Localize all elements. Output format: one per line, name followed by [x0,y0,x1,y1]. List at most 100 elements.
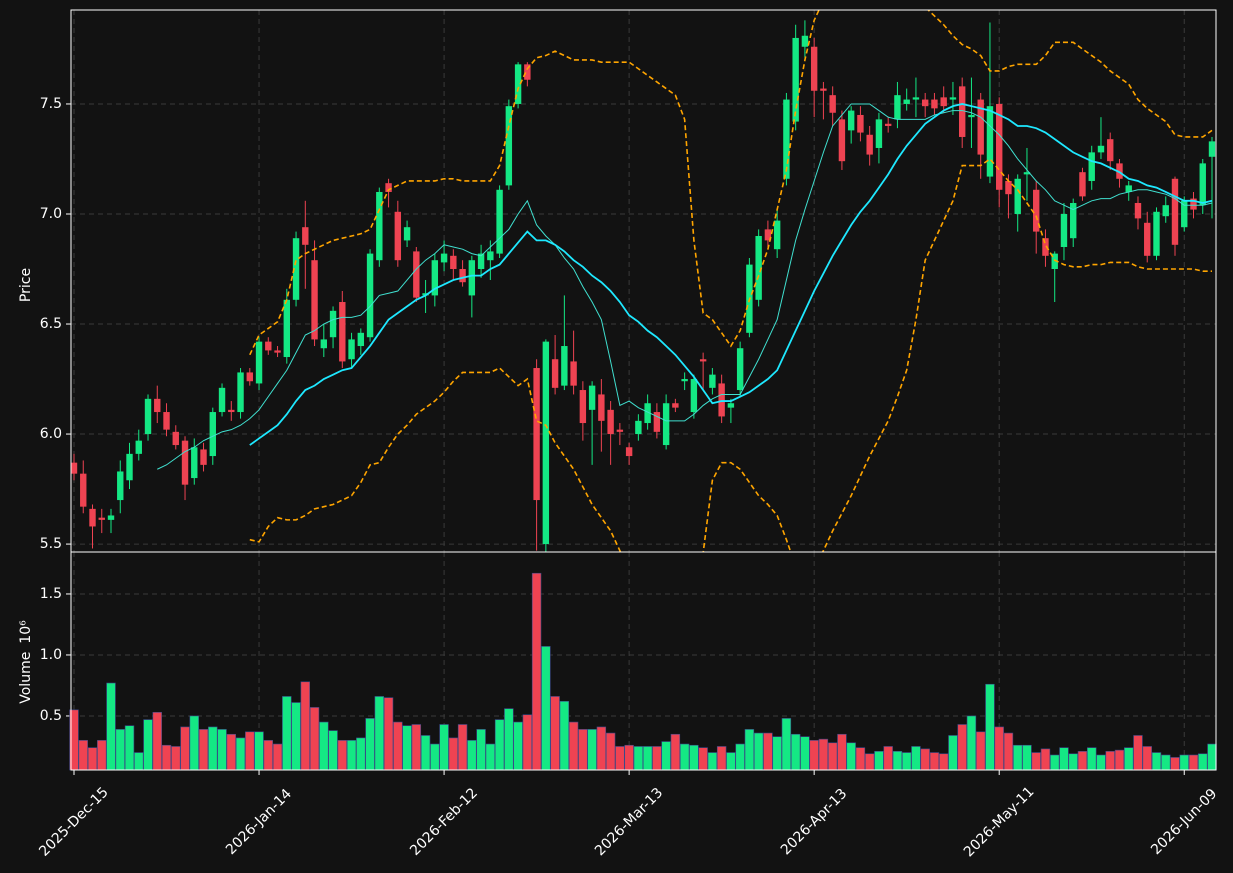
candle-body [986,106,994,177]
volume-bar [1022,744,1032,771]
volume-bar [689,744,699,771]
candle-body [237,372,244,413]
candle-body [755,235,762,300]
candle-body [783,99,790,179]
candle-body [514,64,522,104]
candle-body [866,134,873,155]
candle-body [1134,202,1142,219]
volume-bar [772,736,782,771]
volume-bar [217,729,227,771]
volume-bar [282,696,292,771]
volume-bar [494,719,505,771]
volume-bar [596,726,607,771]
candle-body [496,189,503,254]
volume-bar [948,735,958,771]
candle-body [1171,178,1179,245]
candle-body [625,447,633,457]
volume-bar [938,753,949,771]
volume-bar [1105,751,1115,771]
candle-body [1088,152,1095,181]
candle-body [884,123,892,126]
candle-body [440,253,448,263]
volume-bar [365,718,375,771]
volume-bar [346,740,357,771]
y-tick-label: 1.0 [40,647,62,663]
volume-bar [383,697,394,771]
candle-body [265,341,272,351]
volume-bar [790,733,801,771]
candle-body [98,517,105,520]
candle-body [996,103,1003,190]
candle-body [616,429,624,432]
overlay-line [249,157,1212,552]
volume-bar [531,572,542,771]
candle-body [163,412,170,430]
volume-bar [78,740,88,771]
candle-body [505,106,513,186]
volume-bar [245,731,255,771]
candle-body [570,361,577,386]
volume-bar [901,752,912,771]
volume-bar [1040,748,1051,771]
candle-body [912,97,920,100]
volume-bar [115,729,125,771]
candle-body [773,220,781,250]
volume-bar [1013,744,1023,771]
candle-body [1162,205,1169,217]
volume-bar [874,751,884,771]
volume-bar [846,742,856,771]
volume-bar [504,708,514,771]
volume-bar [587,729,597,771]
volume-bar [624,744,634,771]
volume-bar [541,646,551,771]
candle-body [468,260,476,296]
volume-bar [208,726,218,771]
candle-body [339,302,346,362]
y-tick-label: 1.5 [40,586,62,602]
candle-body [191,447,198,479]
candle-body [218,387,226,413]
overlays [157,10,1213,552]
volume-bar [605,732,616,771]
candle-body [487,251,494,261]
candle-body [1208,141,1216,157]
volume-bar [161,744,172,771]
candle-body [524,64,531,80]
volume-bar [1124,747,1134,771]
volume-bar [300,681,311,771]
volume-bar [920,748,930,771]
volume-bar [985,683,995,771]
volume-bar [87,747,98,771]
volume-bar [402,725,412,771]
candle-body [598,394,605,421]
volume-bar [864,753,875,771]
candle-body [968,114,975,118]
volume-bar [818,738,829,771]
volume-bar [744,729,755,771]
volume-frame [70,551,1217,771]
marks [69,20,1217,771]
y-tick-label: 7.5 [40,96,62,112]
volume-bar [1059,747,1069,771]
candle-body [403,227,411,241]
candle-body [829,95,836,113]
candle-body [681,379,688,382]
candle-body [810,46,818,91]
overlay-line [249,10,1213,356]
candle-body [875,119,883,148]
candle-body [1042,238,1049,256]
volume-bar [272,743,283,771]
y2-label: Volume [18,652,34,704]
candle-body [302,227,309,245]
candle-body [394,211,402,261]
volume-bar [476,729,486,771]
candle-body [283,299,290,358]
y-tick-label: 0.5 [40,708,62,724]
volume-bar [134,752,144,771]
y-tick-label: 7.0 [40,206,62,222]
volume-bar [1087,747,1097,771]
volume-bar [578,729,588,771]
volume-bar [337,740,348,771]
y2-axis-label: Volume 10⁶ [18,620,34,704]
volume-bar [1142,746,1152,771]
